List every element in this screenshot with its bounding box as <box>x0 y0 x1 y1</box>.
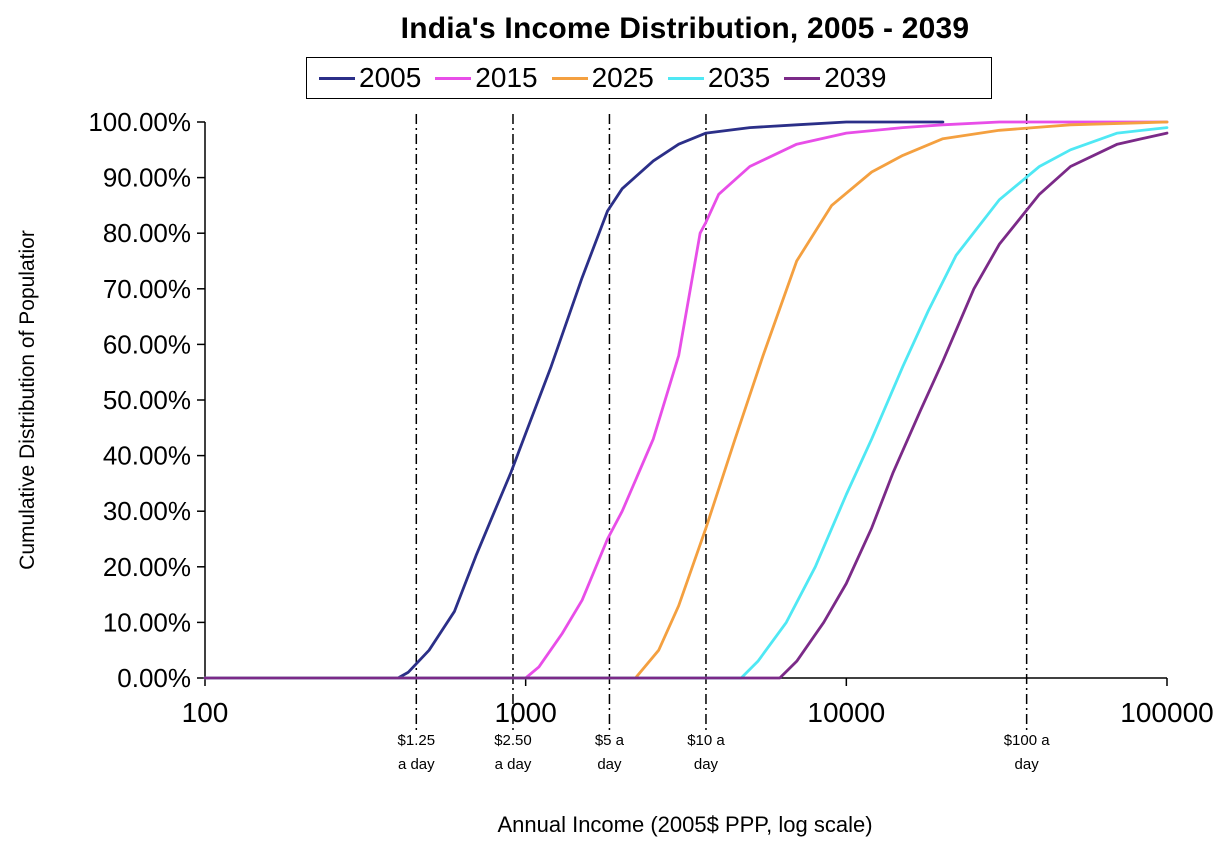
legend-swatch <box>435 76 472 80</box>
y-tick-label: 60.00% <box>103 329 191 359</box>
legend-label: 2015 <box>475 62 538 93</box>
y-tick-label: 90.00% <box>103 163 191 193</box>
legend-item: 2025 <box>551 62 654 94</box>
series-line-2039 <box>203 131 1169 680</box>
series-line-2035 <box>203 126 1169 680</box>
reference-line-label: day <box>1015 756 1040 773</box>
y-tick-label: 70.00% <box>103 274 191 304</box>
reference-line-label: day <box>597 756 622 773</box>
series-line-2005 <box>203 120 945 680</box>
x-tick-label: 1000 <box>495 697 557 728</box>
x-tick-label: 100 <box>182 697 229 728</box>
y-tick-label: 80.00% <box>103 218 191 248</box>
y-tick-label: 0.00% <box>117 663 191 693</box>
y-tick-label: 40.00% <box>103 441 191 471</box>
y-tick-label: 10.00% <box>103 607 191 637</box>
legend-swatch <box>784 76 821 80</box>
reference-line-label: $10 a <box>687 732 725 749</box>
legend-item: 2039 <box>784 62 886 94</box>
reference-line-label: a day <box>398 756 435 773</box>
series-line-2025 <box>203 120 1169 680</box>
legend: 2005 2015 2025 2035 2039 <box>306 57 992 99</box>
legend-swatch <box>551 76 588 80</box>
reference-line-label: $100 a <box>1004 732 1051 749</box>
legend-label: 2025 <box>591 62 654 93</box>
reference-line-label: a day <box>495 756 532 773</box>
legend-label: 2039 <box>824 62 887 93</box>
reference-line-label: $5 a <box>595 732 625 749</box>
legend-item: 2035 <box>667 62 771 94</box>
reference-line-label: $1.25 <box>398 732 436 749</box>
chart-title: India's Income Distribution, 2005 - 2039 <box>400 12 970 45</box>
legend-label: 2035 <box>707 62 771 93</box>
x-tick-label: 10000 <box>807 697 885 728</box>
legend-label: 2005 <box>359 62 422 93</box>
legend-item: 2005 <box>319 62 421 94</box>
legend-swatch <box>667 76 704 80</box>
y-tick-label: 20.00% <box>103 552 191 582</box>
y-tick-label: 100.00% <box>88 107 191 137</box>
series-line-2015 <box>203 120 1169 680</box>
legend-swatch <box>319 76 355 80</box>
reference-line-label: day <box>694 756 719 773</box>
reference-line-label: $2.50 <box>494 732 532 749</box>
y-tick-label: 30.00% <box>103 496 191 526</box>
legend-item: 2015 <box>435 62 538 94</box>
y-tick-label: 50.00% <box>103 385 191 415</box>
x-tick-label: 100000 <box>1120 697 1213 728</box>
x-axis-label: Annual Income (2005$ PPP, log scale) <box>497 812 873 837</box>
